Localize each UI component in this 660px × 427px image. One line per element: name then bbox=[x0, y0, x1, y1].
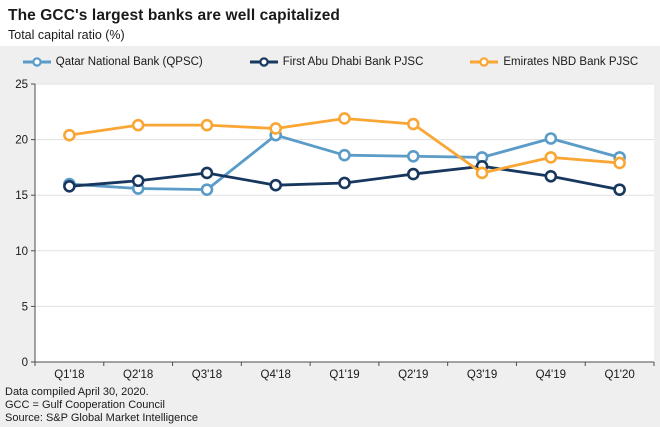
marker-emirates-nbd-bank-pjsc bbox=[131, 118, 145, 132]
x-tick-label: Q3'18 bbox=[192, 369, 222, 381]
legend-label: First Abu Dhabi Bank PJSC bbox=[282, 56, 424, 68]
marker-first-abu-dhabi-bank-pjsc bbox=[200, 166, 214, 180]
legend-item: Qatar National Bank (QPSC) bbox=[22, 56, 203, 68]
footer-gcc-note: GCC = Gulf Cooperation Council bbox=[5, 399, 165, 411]
chart-subtitle: Total capital ratio (%) bbox=[8, 28, 125, 42]
legend-swatch-icon bbox=[470, 57, 499, 67]
x-tick-label: Q3'19 bbox=[467, 369, 497, 381]
chart-panel: Qatar National Bank (QPSC) First Abu Dhab… bbox=[0, 46, 660, 427]
marker-first-abu-dhabi-bank-pjsc bbox=[131, 174, 145, 188]
legend-swatch-icon bbox=[22, 57, 51, 67]
chart-header: The GCC's largest banks are well capital… bbox=[0, 0, 660, 46]
marker-emirates-nbd-bank-pjsc bbox=[613, 156, 626, 170]
legend-item: First Abu Dhabi Bank PJSC bbox=[249, 56, 424, 68]
marker-qatar-national-bank-qpsc bbox=[406, 149, 420, 163]
marker-qatar-national-bank-qpsc bbox=[200, 183, 214, 196]
legend-label: Qatar National Bank (QPSC) bbox=[55, 56, 203, 68]
x-tick-label: Q1'20 bbox=[604, 369, 634, 381]
x-tick-label: Q2'18 bbox=[123, 369, 153, 381]
x-tick-label: Q1'19 bbox=[329, 369, 359, 381]
marker-qatar-national-bank-qpsc bbox=[338, 148, 351, 162]
marker-emirates-nbd-bank-pjsc bbox=[269, 122, 283, 135]
marker-emirates-nbd-bank-pjsc bbox=[338, 112, 351, 125]
x-tick-label: Q1'18 bbox=[54, 369, 84, 381]
y-tick-label: 25 bbox=[15, 79, 28, 91]
chart-footer: Data compiled April 30, 2020. GCC = Gulf… bbox=[0, 384, 660, 425]
chart-title: The GCC's largest banks are well capital… bbox=[8, 7, 340, 24]
marker-emirates-nbd-bank-pjsc bbox=[406, 117, 420, 131]
legend-item: Emirates NBD Bank PJSC bbox=[469, 56, 638, 68]
marker-emirates-nbd-bank-pjsc bbox=[544, 151, 558, 164]
footer-source: Source: S&P Global Market Intelligence bbox=[5, 412, 199, 424]
marker-first-abu-dhabi-bank-pjsc bbox=[269, 178, 283, 192]
y-tick-label: 10 bbox=[15, 246, 28, 258]
marker-emirates-nbd-bank-pjsc bbox=[200, 118, 214, 132]
footer-compiled-date: Data compiled April 30, 2020. bbox=[5, 386, 149, 398]
marker-first-abu-dhabi-bank-pjsc bbox=[63, 180, 76, 193]
x-tick-label: Q4'19 bbox=[536, 369, 566, 381]
y-tick-label: 15 bbox=[15, 190, 28, 202]
y-tick-label: 5 bbox=[22, 301, 28, 313]
marker-first-abu-dhabi-bank-pjsc bbox=[544, 169, 558, 183]
legend-label: Emirates NBD Bank PJSC bbox=[503, 56, 639, 68]
y-tick-label: 20 bbox=[15, 135, 28, 147]
marker-first-abu-dhabi-bank-pjsc bbox=[338, 176, 351, 190]
legend-swatch-icon bbox=[249, 57, 278, 67]
marker-emirates-nbd-bank-pjsc bbox=[63, 128, 76, 142]
x-tick-label: Q4'18 bbox=[261, 369, 291, 381]
y-tick-label: 0 bbox=[22, 357, 28, 369]
marker-first-abu-dhabi-bank-pjsc bbox=[613, 183, 626, 196]
marker-emirates-nbd-bank-pjsc bbox=[475, 166, 489, 180]
marker-qatar-national-bank-qpsc bbox=[544, 132, 558, 145]
x-tick-label: Q2'19 bbox=[398, 369, 428, 381]
chart-legend: Qatar National Bank (QPSC) First Abu Dhab… bbox=[0, 46, 660, 76]
marker-first-abu-dhabi-bank-pjsc bbox=[406, 167, 420, 181]
line-chart: 0 5 10 15 20 25 Q1'18 Q2'18 Q3'18 Q4'18 Q1'19 Q2'19… bbox=[15, 79, 655, 381]
